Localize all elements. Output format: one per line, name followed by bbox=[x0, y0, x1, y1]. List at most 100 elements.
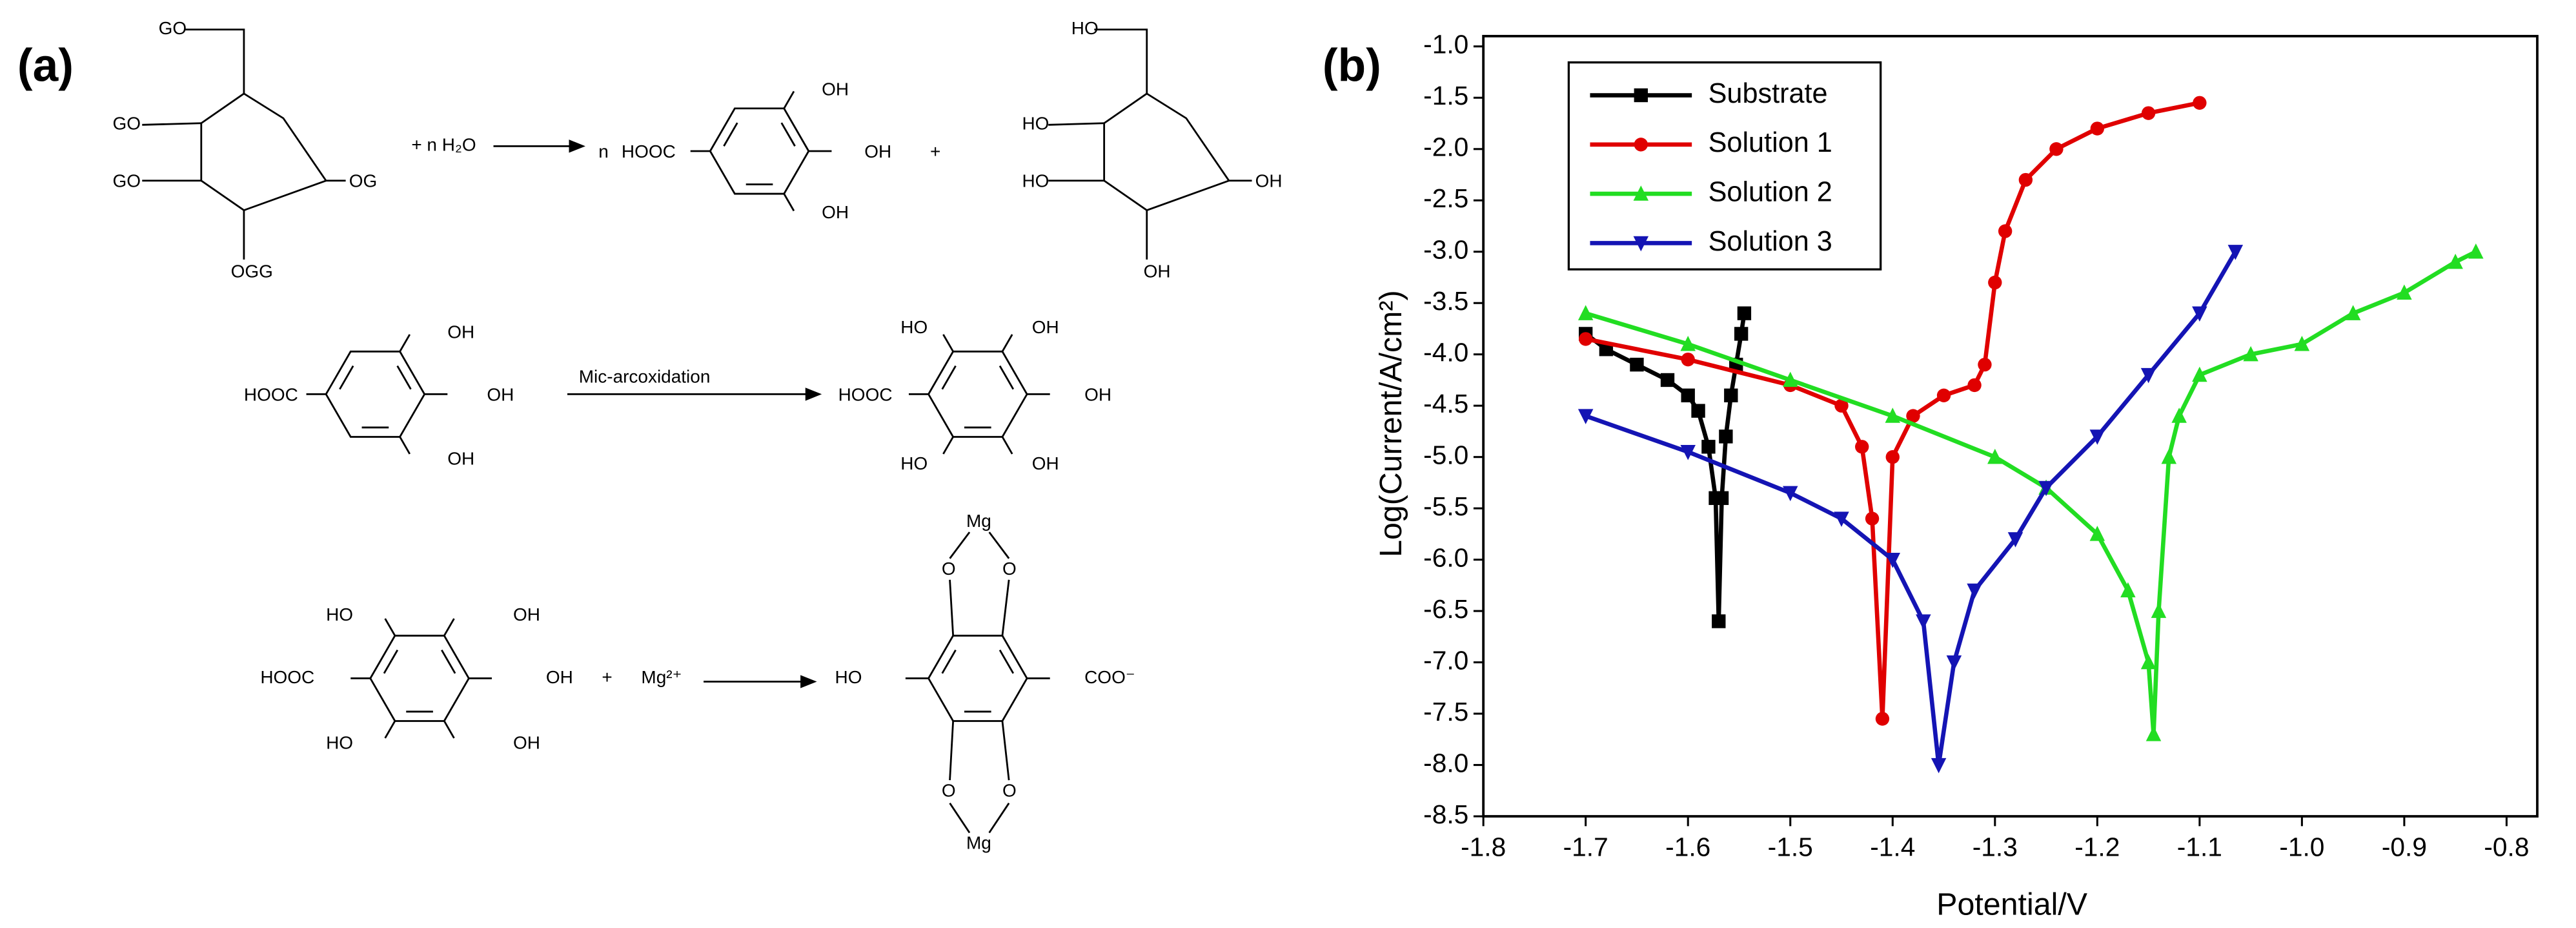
marker bbox=[2089, 429, 2105, 445]
chem-label: OH bbox=[1255, 171, 1283, 191]
y-tick-label: -1.5 bbox=[1423, 81, 1468, 110]
marker bbox=[1714, 491, 1729, 505]
bond bbox=[339, 365, 354, 390]
bond bbox=[396, 365, 412, 390]
marker bbox=[1712, 614, 1726, 628]
marker bbox=[1946, 655, 1962, 671]
marker bbox=[2089, 526, 2105, 541]
marker bbox=[2140, 367, 2156, 384]
bond bbox=[384, 618, 396, 637]
marker bbox=[1875, 712, 1890, 726]
y-tick-label: -1.0 bbox=[1423, 30, 1468, 59]
series-line bbox=[1585, 249, 2477, 737]
bond bbox=[443, 720, 455, 739]
chem-label: OH bbox=[822, 202, 849, 222]
marker bbox=[1906, 409, 1920, 423]
marker bbox=[2227, 245, 2244, 260]
marker bbox=[1680, 445, 1696, 460]
panel-label: (b) bbox=[1323, 41, 1381, 92]
bond bbox=[942, 334, 954, 353]
marker bbox=[2038, 480, 2054, 497]
marker bbox=[1680, 336, 1696, 351]
marker bbox=[1691, 404, 1705, 418]
chem-label: Mg²⁺ bbox=[641, 667, 682, 687]
marker bbox=[1633, 185, 1649, 201]
chem-label: OH bbox=[487, 384, 514, 404]
bond bbox=[783, 90, 795, 109]
marker bbox=[1987, 448, 2003, 464]
bond bbox=[780, 122, 796, 147]
chem-label: HO bbox=[1022, 171, 1049, 191]
marker bbox=[1998, 224, 2013, 238]
chem-label: O bbox=[1002, 780, 1017, 800]
x-tick-label: -0.8 bbox=[2484, 832, 2529, 862]
chem-label: Mic-arcoxidation bbox=[579, 366, 711, 386]
marker bbox=[2171, 407, 2187, 423]
bond bbox=[1048, 122, 1104, 126]
ring bbox=[927, 634, 1028, 722]
scheme: GO GO GO OG OGG + n H₂O n HOOC OH OH OH … bbox=[112, 18, 1282, 853]
marker bbox=[2294, 336, 2310, 351]
chem-label: HOOC bbox=[838, 384, 893, 404]
bond bbox=[1001, 436, 1013, 455]
marker bbox=[2192, 306, 2207, 322]
marker bbox=[1855, 440, 1869, 454]
y-tick-label: -8.5 bbox=[1423, 799, 1468, 829]
marker bbox=[1577, 305, 1594, 320]
legend-label: Substrate bbox=[1709, 78, 1828, 109]
marker bbox=[1978, 357, 1992, 372]
marker bbox=[2468, 243, 2484, 259]
series-line bbox=[1585, 251, 2238, 767]
chem-label: HO bbox=[835, 667, 862, 687]
x-tick-label: -1.4 bbox=[1870, 832, 1915, 862]
chem-label: HO bbox=[1071, 18, 1099, 38]
marker bbox=[1916, 614, 1931, 630]
chem-label: OH bbox=[513, 604, 540, 624]
y-tick-label: -5.5 bbox=[1423, 491, 1468, 521]
marker bbox=[1577, 409, 1594, 424]
marker bbox=[2151, 603, 2167, 618]
marker bbox=[1782, 371, 1798, 387]
bond bbox=[783, 193, 795, 212]
x-tick-label: -1.7 bbox=[1563, 832, 1608, 862]
marker bbox=[1931, 758, 1947, 774]
marker bbox=[2018, 172, 2033, 187]
ring bbox=[709, 107, 810, 195]
x-tick-label: -1.6 bbox=[1665, 832, 1710, 862]
bond bbox=[383, 649, 399, 674]
legend-label: Solution 2 bbox=[1709, 177, 1832, 208]
y-tick-label: -7.5 bbox=[1423, 697, 1468, 727]
chem-label: HOOC bbox=[260, 667, 314, 687]
chem-label: OH bbox=[822, 79, 849, 99]
marker bbox=[1782, 486, 1798, 502]
plot: -1.8 -1.7 -1.6 -1.5 -1.4 -1.3 -1.2 -1.1 -1.0 -0.9… bbox=[1423, 30, 2539, 862]
marker bbox=[1834, 398, 1849, 413]
bond bbox=[999, 365, 1015, 390]
marker bbox=[1633, 236, 1649, 252]
ring bbox=[927, 350, 1028, 438]
y-axis-title: Log(Current/A/cm²) bbox=[1374, 290, 1408, 557]
y-tick-label: -3.0 bbox=[1423, 235, 1468, 265]
marker bbox=[1681, 388, 1695, 402]
legend-label: Solution 3 bbox=[1709, 226, 1832, 257]
ring bbox=[369, 634, 470, 722]
chem-label: n bbox=[598, 141, 609, 161]
bond bbox=[142, 122, 201, 126]
marker bbox=[1967, 583, 1982, 599]
bond bbox=[949, 579, 955, 636]
bond bbox=[949, 802, 971, 834]
marker bbox=[1988, 275, 2002, 290]
chem-label: COO⁻ bbox=[1084, 667, 1135, 687]
marker bbox=[2007, 532, 2023, 548]
x-tick-label: -1.0 bbox=[2279, 832, 2324, 862]
chem-label: OG bbox=[349, 171, 378, 191]
chem-label: HO bbox=[326, 733, 353, 753]
marker bbox=[2345, 305, 2361, 320]
chem-label: + bbox=[602, 667, 612, 687]
marker bbox=[2193, 96, 2207, 110]
y-tick-label: -6.5 bbox=[1423, 594, 1468, 624]
marker bbox=[2448, 253, 2463, 269]
marker bbox=[2161, 448, 2177, 464]
x-tick-label: -1.3 bbox=[1973, 832, 2018, 862]
marker bbox=[2141, 106, 2156, 120]
